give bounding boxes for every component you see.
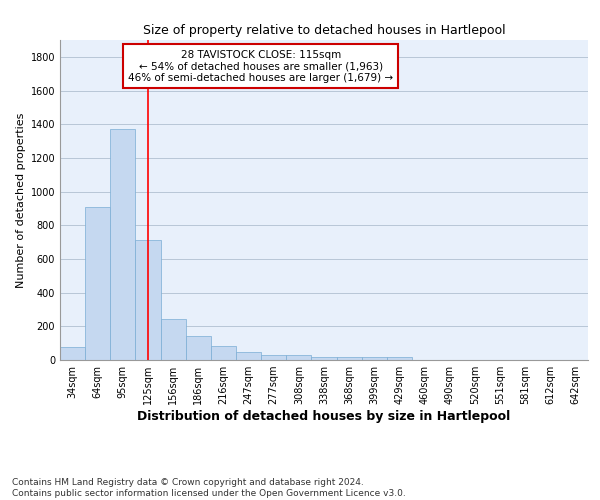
Bar [362,358,387,360]
Bar [60,346,85,360]
Bar [261,355,286,360]
Title: Size of property relative to detached houses in Hartlepool: Size of property relative to detached ho… [143,24,505,38]
Bar [161,318,186,360]
Text: 28 TAVISTOCK CLOSE: 115sqm
← 54% of detached houses are smaller (1,963)
46% of s: 28 TAVISTOCK CLOSE: 115sqm ← 54% of deta… [128,50,393,83]
Bar [236,352,261,360]
Bar [311,356,337,360]
Bar [186,336,211,360]
Bar [110,130,136,360]
Bar [136,240,161,360]
Y-axis label: Number of detached properties: Number of detached properties [16,112,26,288]
Bar [337,358,362,360]
Text: Contains HM Land Registry data © Crown copyright and database right 2024.
Contai: Contains HM Land Registry data © Crown c… [12,478,406,498]
Bar [387,356,412,360]
Bar [286,355,311,360]
X-axis label: Distribution of detached houses by size in Hartlepool: Distribution of detached houses by size … [137,410,511,423]
Bar [211,346,236,360]
Bar [85,206,110,360]
